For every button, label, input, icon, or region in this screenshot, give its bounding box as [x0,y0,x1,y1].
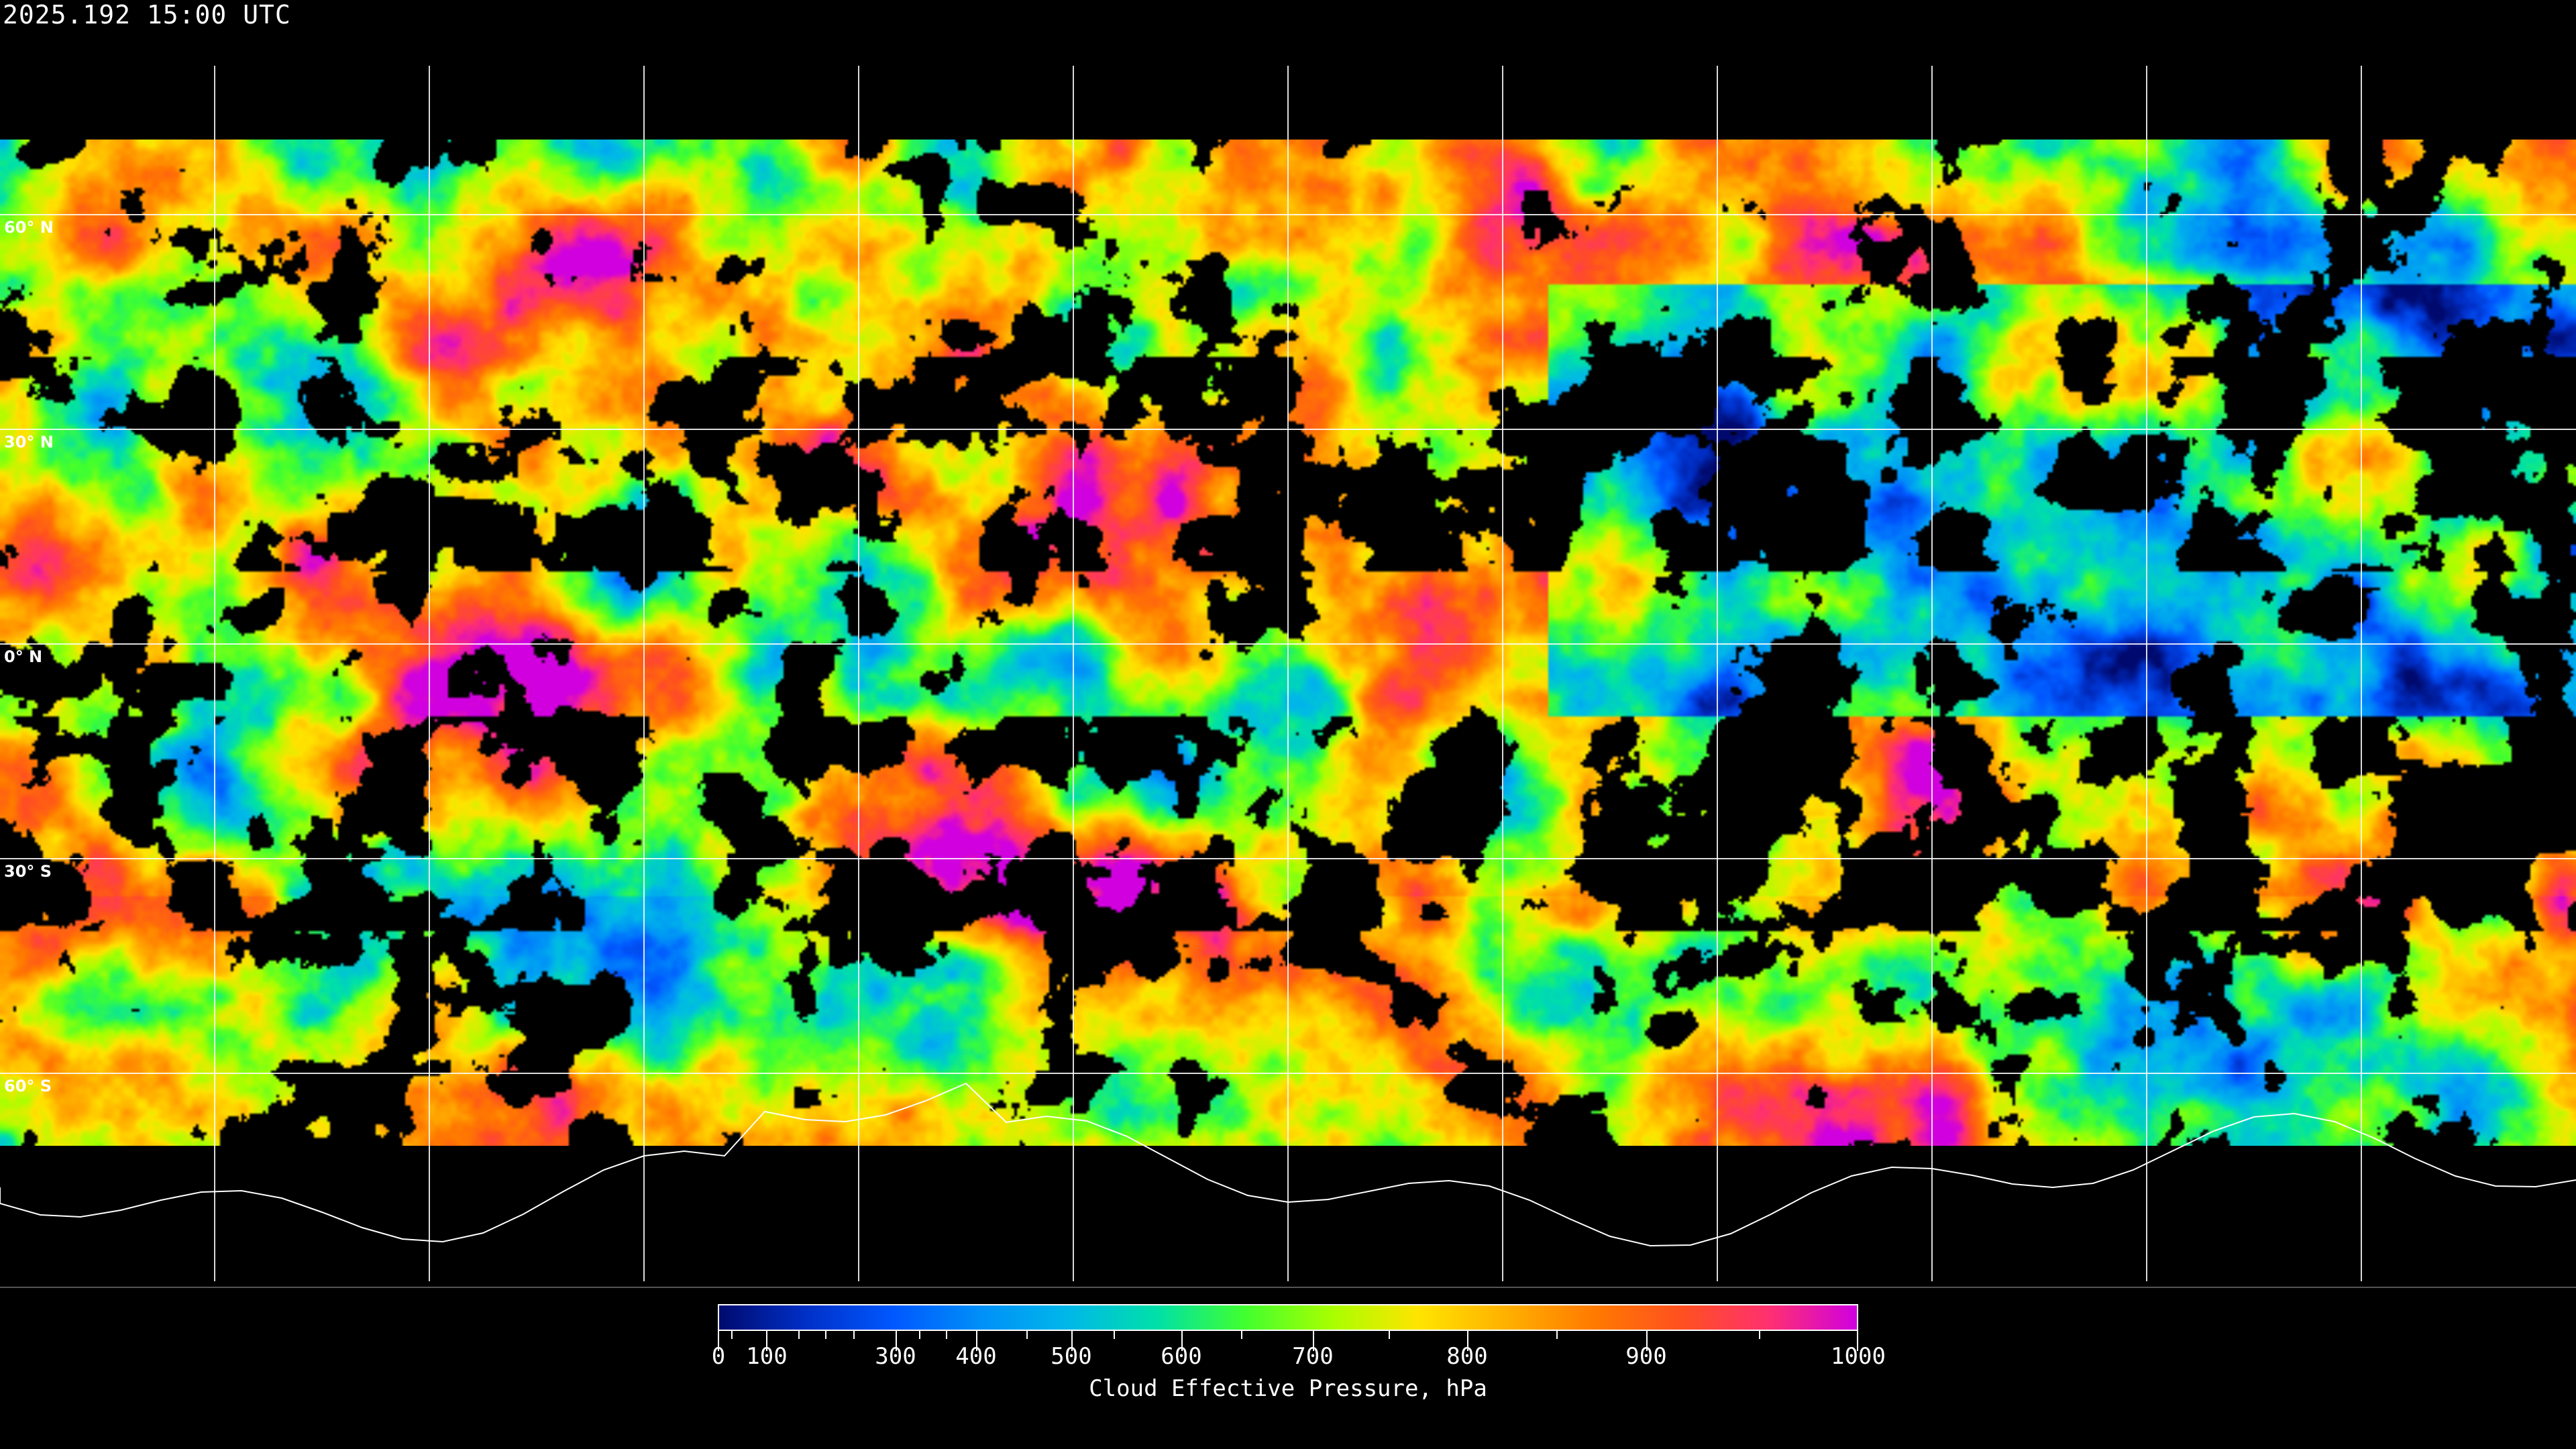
tick-label-800: 800 [1446,1343,1488,1370]
tick-label-1000: 1000 [1831,1343,1886,1370]
minor-tick [825,1331,826,1339]
cloud-pressure-map: 60° N 30° N 0° N 30° S 60° S [0,66,2576,1281]
major-tick [718,1331,719,1351]
graticule [0,66,2576,1281]
tick-label-600: 600 [1161,1343,1202,1370]
minor-tick [1026,1331,1028,1339]
major-tick [1071,1331,1073,1351]
major-tick [976,1331,977,1351]
minor-tick [946,1331,947,1339]
major-tick [1857,1331,1858,1351]
lat-label-0n: 0° N [4,647,43,666]
major-tick [1646,1331,1648,1351]
minor-tick [1241,1331,1242,1339]
colorbar [718,1304,1858,1331]
tick-label-300: 300 [875,1343,916,1370]
major-tick [1181,1331,1183,1351]
lat-label-30s: 30° S [4,862,52,881]
antarctica-coastline [0,1082,2576,1247]
major-tick [766,1331,767,1351]
major-tick [1467,1331,1468,1351]
tick-label-700: 700 [1292,1343,1334,1370]
major-tick [1313,1331,1314,1351]
lat-label-60s: 60° S [4,1077,52,1095]
colorbar-ticks [718,1331,1858,1351]
lat-label-60n: 60° N [4,218,54,237]
lat-label-30n: 30° N [4,433,54,451]
tick-label-500: 500 [1051,1343,1092,1370]
colorbar-title: Cloud Effective Pressure, hPa [1089,1375,1487,1402]
minor-tick [798,1331,800,1339]
minor-tick [853,1331,855,1339]
minor-tick [1389,1331,1390,1339]
minor-tick [919,1331,920,1339]
tick-label-900: 900 [1625,1343,1667,1370]
timestamp: 2025.192 15:00 UTC [3,0,291,30]
map-border [0,1287,2576,1288]
tick-label-0: 0 [711,1343,726,1370]
tick-label-100: 100 [746,1343,788,1370]
minor-tick [731,1331,733,1339]
major-tick [896,1331,897,1351]
minor-tick [1556,1331,1558,1339]
tick-label-400: 400 [955,1343,997,1370]
minor-tick [1759,1331,1760,1339]
minor-tick [1114,1331,1115,1339]
